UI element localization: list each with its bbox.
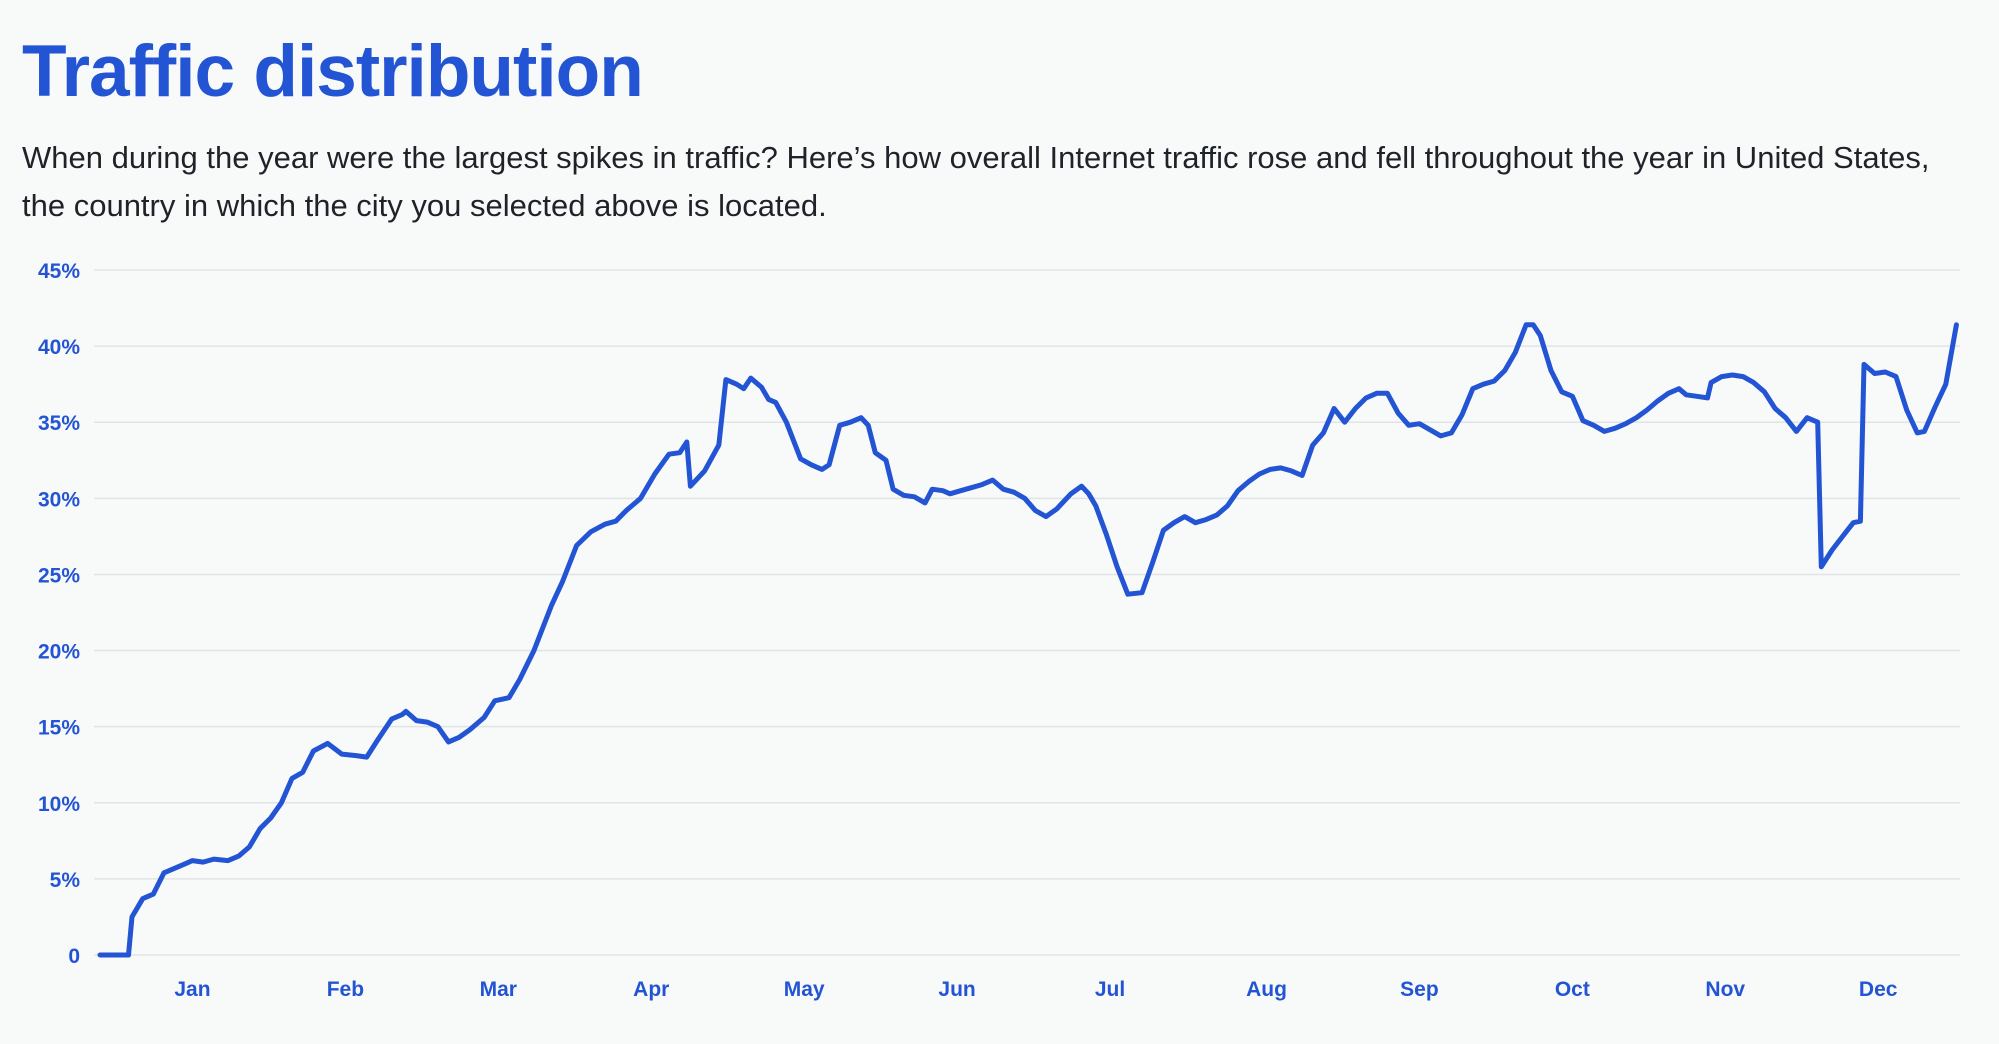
y-axis-ticks: 0 5% 10% 15% 20% 25% 30% 35% 40% 45% <box>38 260 80 968</box>
x-tick-label: Dec <box>1859 978 1898 1001</box>
x-axis-ticks: Jan Feb Mar Apr May Jun Jul Aug Sep Oct Nov Dec <box>174 978 1897 1001</box>
x-tick-label: Sep <box>1400 978 1439 1001</box>
x-tick-label: Apr <box>633 978 669 1001</box>
y-tick-label: 35% <box>38 412 80 435</box>
page-title: Traffic distribution <box>22 31 644 112</box>
x-tick-label: Jun <box>938 978 975 1001</box>
x-tick-label: Mar <box>480 978 517 1001</box>
x-tick-label: Nov <box>1705 978 1745 1001</box>
traffic-series-line <box>97 322 1959 958</box>
x-tick-label: Feb <box>327 978 364 1001</box>
y-tick-label: 10% <box>38 793 80 816</box>
y-tick-label: 20% <box>38 641 80 664</box>
x-tick-label: Aug <box>1246 978 1287 1001</box>
y-tick-label: 25% <box>38 564 80 587</box>
y-tick-label: 5% <box>50 869 81 892</box>
x-tick-label: May <box>784 978 825 1001</box>
y-tick-label: 15% <box>38 717 80 740</box>
y-tick-label: 0 <box>68 945 80 968</box>
grid-lines <box>94 269 1960 956</box>
page-description: When during the year were the largest sp… <box>22 140 1930 223</box>
y-tick-label: 45% <box>38 260 80 283</box>
x-tick-label: Oct <box>1555 978 1590 1001</box>
y-tick-label: 30% <box>38 488 80 511</box>
x-tick-label: Jul <box>1095 978 1125 1001</box>
y-tick-label: 40% <box>38 336 80 359</box>
x-tick-label: Jan <box>174 978 210 1001</box>
